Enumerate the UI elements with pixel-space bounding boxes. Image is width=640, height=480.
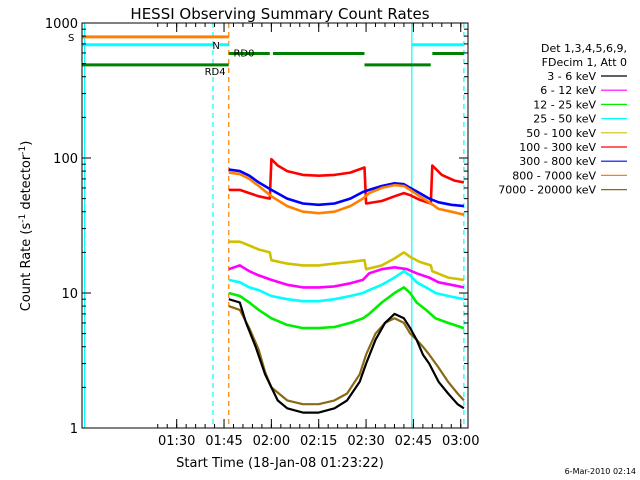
axes: 1 10 100 1000 01:30 01:45 02:00 02:15 02:30 02:45…: [45, 17, 480, 449]
series-line-3-6-kev: [228, 298, 465, 414]
plot-frame: [81, 22, 469, 429]
legend-header-detectors: Det 1,3,4,5,6,9,: [541, 42, 627, 55]
y-tick-label: 1: [70, 422, 78, 437]
legend-entry-label: 300 - 800 keV: [519, 155, 596, 168]
chart-title: HESSI Observing Summary Count Rates: [130, 5, 429, 23]
legend-header-decimation: FDecim 1, Att 0: [542, 56, 627, 69]
x-tick-label: 03:00: [442, 434, 479, 449]
legend-entry-label: 7000 - 20000 keV: [498, 184, 596, 197]
legend-entry-label: 100 - 300 keV: [519, 141, 596, 154]
footer-timestamp: 6-Mar-2010 02:14: [565, 467, 636, 476]
legend-entry-label: 25 - 50 keV: [533, 113, 596, 126]
x-tick-label: 02:45: [395, 434, 432, 449]
flag-s-label: S: [68, 33, 74, 44]
legend-entry-label: 12 - 25 keV: [533, 98, 596, 111]
legend-entry-label: 800 - 7000 keV: [512, 169, 596, 182]
series-line-6-12-kev: [228, 264, 465, 289]
series-line-50-100-kev: [228, 240, 465, 282]
x-axis-label: Start Time (18-Jan-08 01:23:22): [176, 456, 384, 471]
x-tick-label: 01:45: [205, 434, 242, 449]
legend-entry-label: 6 - 12 keV: [540, 84, 596, 97]
x-tick-label: 01:30: [158, 434, 195, 449]
y-tick-label: 100: [53, 152, 78, 167]
x-tick-label: 02:15: [300, 434, 337, 449]
y-tick-label: 1000: [45, 17, 78, 32]
series-line-800-7000-kev: [228, 171, 465, 216]
series-line-100-300-kev: [228, 157, 465, 205]
flag-n-label: N: [212, 41, 219, 52]
legend-entry-label: 3 - 6 keV: [547, 70, 596, 83]
x-tick-label: 02:30: [347, 434, 384, 449]
series-line-7000-20000-kev: [228, 305, 465, 406]
x-tick-label: 02:00: [253, 434, 290, 449]
flag-rd4-label: RD4: [205, 67, 226, 78]
flag-rd0-label: RD0: [233, 48, 254, 59]
series-line-25-50-kev: [228, 269, 465, 303]
plot-area: S N RD0 RD4: [68, 23, 465, 428]
series-line-12-25-kev: [228, 286, 465, 330]
legend: Det 1,3,4,5,6,9, FDecim 1, Att 0 3 - 6 k…: [498, 42, 627, 197]
y-tick-label: 10: [61, 287, 78, 302]
legend-entry-label: 50 - 100 keV: [526, 127, 596, 140]
series-line-300-800-kev: [228, 168, 465, 208]
y-axis-label: Count Rate (s-1 detector-1): [18, 141, 34, 312]
